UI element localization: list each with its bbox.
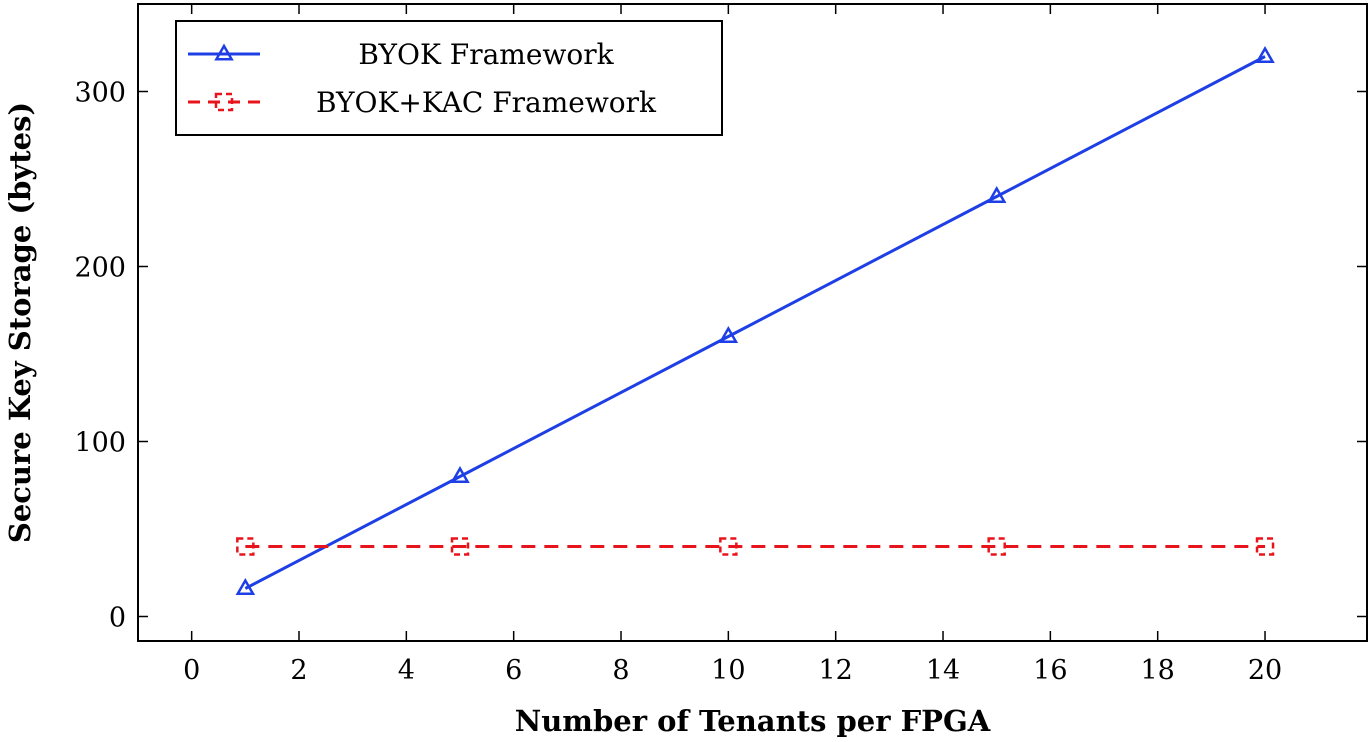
data-point-square	[719, 537, 738, 556]
series-byok-kac	[236, 537, 1275, 556]
y-axis-title: Secure Key Storage (bytes)	[3, 102, 37, 543]
y-tick-label: 0	[109, 603, 126, 634]
y-tick-label: 300	[74, 78, 126, 109]
series-line	[244, 55, 1266, 590]
data-point-square	[1255, 537, 1275, 556]
plot-frame	[137, 3, 1368, 642]
legend-label: BYOK+KAC Framework	[316, 86, 657, 119]
x-tick-label: 8	[612, 655, 629, 686]
x-tick-label: 16	[1033, 655, 1067, 686]
data-point-square	[450, 537, 470, 556]
data-point-square	[236, 537, 255, 556]
x-tick-label: 18	[1141, 655, 1175, 686]
legend-item: BYOK Framework	[188, 38, 615, 71]
y-tick-label: 100	[74, 428, 126, 459]
x-axis-title: Number of Tenants per FPGA	[515, 704, 991, 738]
data-point-triangle	[718, 325, 739, 343]
data-point-triangle	[986, 185, 1007, 203]
x-tick-label: 0	[183, 655, 200, 686]
data-point-triangle	[214, 43, 234, 61]
data-point-square	[987, 537, 1006, 556]
legend-label: BYOK Framework	[358, 38, 614, 71]
data-point-triangle	[450, 465, 470, 483]
x-tick-label: 20	[1248, 655, 1282, 686]
data-point-square	[214, 92, 234, 112]
x-tick-label: 14	[926, 655, 960, 686]
legend-item: BYOK+KAC Framework	[188, 86, 657, 119]
data-point-triangle	[235, 577, 256, 595]
x-tick-label: 2	[290, 655, 307, 686]
data-point-triangle	[1255, 45, 1275, 63]
series-group	[235, 45, 1275, 595]
x-tick-label: 10	[711, 655, 745, 686]
series-byok	[235, 45, 1275, 595]
y-tick-label: 200	[74, 253, 126, 284]
legend-box	[175, 20, 723, 136]
x-tick-label: 6	[505, 655, 522, 686]
x-tick-label: 12	[819, 655, 853, 686]
x-tick-label: 4	[398, 655, 415, 686]
legend: BYOK Framework BYOK+KAC Framework	[175, 20, 723, 136]
